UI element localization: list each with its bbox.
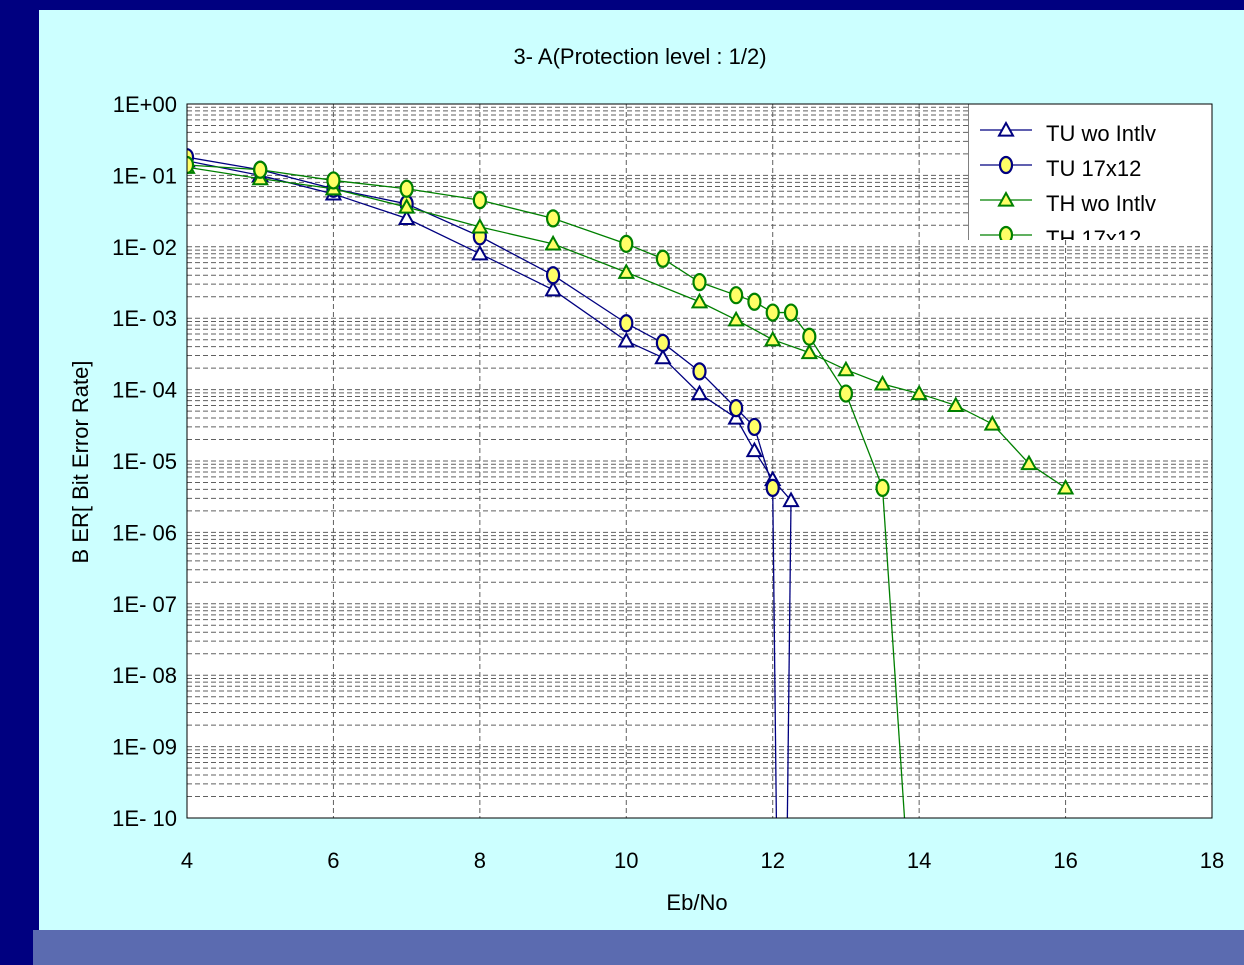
x-tick-label: 14 [907, 848, 931, 873]
data-point [326, 171, 341, 190]
data-point [472, 191, 487, 210]
data-point [1056, 478, 1075, 495]
data-point [690, 384, 709, 401]
data-point [802, 327, 817, 346]
data-point [187, 155, 195, 175]
y-tick-label: 1E- 10 [112, 806, 177, 831]
data-point [655, 333, 670, 353]
bottom-band [33, 930, 1244, 965]
data-point [800, 343, 819, 360]
series-line [187, 164, 884, 489]
data-point [471, 244, 489, 261]
x-tick-label: 6 [327, 848, 339, 873]
series-tail-line [786, 500, 792, 818]
legend-marker [997, 190, 1015, 207]
data-point [838, 384, 854, 403]
x-tick-label: 8 [474, 848, 486, 873]
y-tick-label: 1E- 04 [112, 378, 177, 403]
data-point [1020, 454, 1038, 471]
series-tail-line [772, 487, 778, 818]
data-point [654, 348, 672, 365]
data-point [765, 478, 780, 497]
plot-border [186, 103, 1213, 819]
data-point [617, 263, 635, 279]
data-point [729, 399, 744, 418]
legend: TU wo Intlv TU 17x12 TH wo Intlv TH 17x12 [968, 104, 1212, 251]
chart-title: 3- A(Protection level : 1/2) [513, 44, 766, 69]
y-tick-label: 1E- 06 [112, 520, 177, 545]
data-point [727, 408, 745, 425]
legend-items: TU wo Intlv TU 17x12 TH wo Intlv TH 17x12 [968, 104, 1212, 251]
data-point [747, 417, 762, 437]
y-tick-label: 1E- 07 [112, 592, 177, 617]
series-tail-line [881, 487, 906, 818]
data-point [782, 491, 800, 508]
x-tick-label: 4 [181, 848, 193, 873]
legend-marker [997, 120, 1015, 137]
x-tick-label: 18 [1200, 848, 1224, 873]
y-tick-label: 1E- 08 [112, 663, 177, 688]
data-point [619, 234, 634, 253]
data-point [545, 266, 561, 285]
data-point [692, 362, 707, 381]
y-tick-label: 1E- 02 [112, 235, 177, 260]
x-tick-labels: 4 6 8 10 12 14 16 18 [181, 848, 1224, 873]
x-axis-label: Eb/No [666, 890, 727, 915]
data-point [690, 292, 709, 309]
data-point [764, 330, 782, 347]
data-point [397, 209, 416, 225]
data-point [655, 249, 670, 268]
y-tick-label: 1E- 01 [112, 163, 177, 188]
data-point [837, 360, 855, 377]
y-tick-label: 1E- 05 [112, 449, 177, 474]
x-tick-label: 10 [614, 848, 638, 873]
data-point [397, 198, 416, 214]
data-point [875, 478, 890, 497]
data-point [253, 160, 268, 179]
legend-marker [998, 225, 1014, 240]
data-point [910, 384, 928, 401]
legend-label: TU wo Intlv [1046, 121, 1156, 146]
legend-label: TH wo Intlv [1046, 191, 1156, 216]
y-tick-labels: 1E+00 1E- 01 1E- 02 1E- 03 1E- 04 1E- 05 1E- 0… [112, 92, 177, 831]
legend-marker [998, 155, 1014, 175]
data-point [947, 396, 965, 413]
data-point [745, 441, 764, 458]
data-point [545, 209, 561, 228]
data-point [692, 273, 707, 292]
legend-label: TH 17x12 [1046, 226, 1141, 251]
data-point [617, 331, 635, 348]
series-3 [187, 155, 906, 818]
legend-label: TU 17x12 [1046, 156, 1141, 181]
data-point [783, 303, 799, 322]
y-tick-label: 1E+00 [113, 92, 177, 117]
data-point [729, 286, 744, 305]
data-point [727, 310, 745, 327]
data-point [765, 303, 780, 322]
y-tick-label: 1E- 09 [112, 735, 177, 760]
y-tick-label: 1E- 03 [112, 306, 177, 331]
data-point [544, 234, 562, 251]
x-tick-label: 12 [760, 848, 784, 873]
x-tick-label: 16 [1053, 848, 1077, 873]
series-1 [187, 148, 780, 818]
series-layer [187, 148, 1075, 818]
data-point [399, 179, 414, 198]
data-point [619, 314, 634, 333]
y-axis-label: B ER[ Bit Error Rate] [68, 361, 93, 564]
data-point [471, 217, 489, 234]
data-point [873, 374, 892, 391]
data-point [544, 280, 562, 297]
data-point [983, 414, 1002, 431]
data-point [747, 292, 762, 311]
